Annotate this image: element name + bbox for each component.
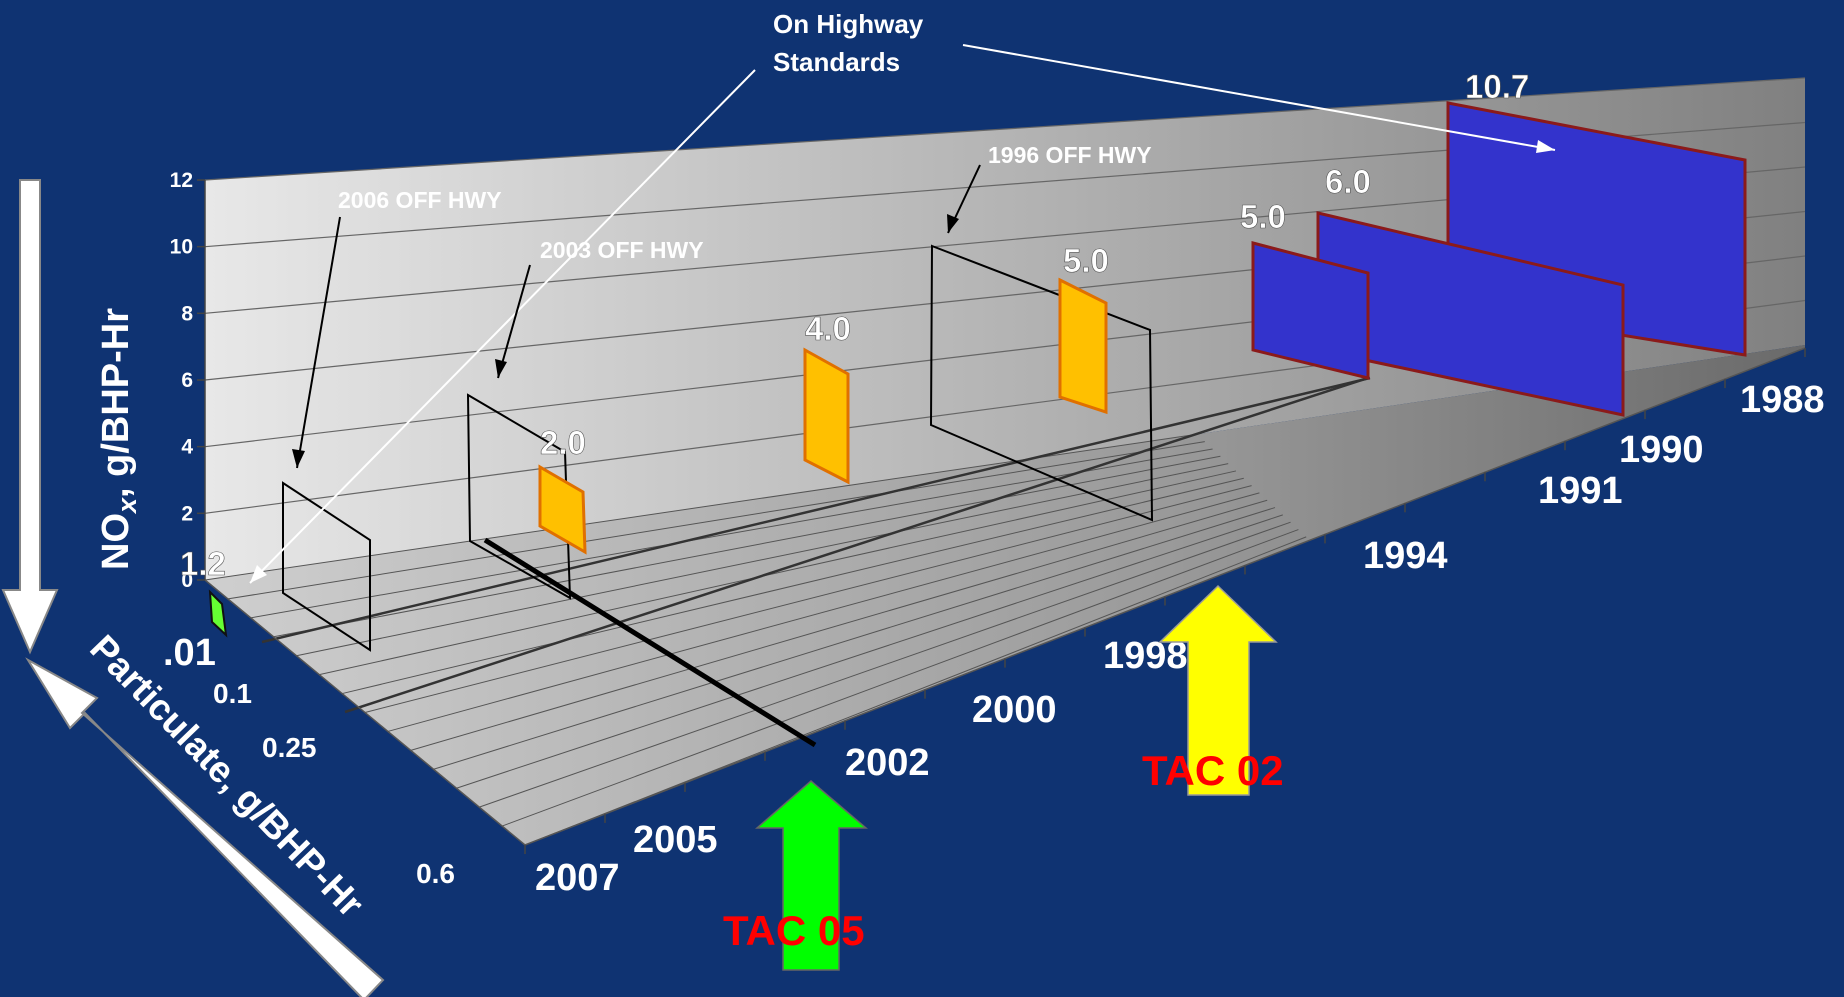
y-tick-label: 6 [181, 369, 193, 392]
floor-row-line [261, 376, 1371, 644]
tac02-arrow [1158, 584, 1278, 796]
off-2006-arrow [296, 216, 341, 469]
floor-depth-line [456, 514, 1283, 789]
off-1996-label: 1996 OFF HWY [988, 142, 1152, 168]
y-tick-label: 0 [181, 569, 193, 592]
year-label-2007: 2007 [535, 857, 620, 899]
floor-depth-line [364, 485, 1252, 713]
value-label-5.0: 5.0 [1063, 242, 1109, 279]
year-label-1994: 1994 [1363, 535, 1448, 577]
off-2006-label: 2006 OFF HWY [338, 187, 502, 213]
floor-depth-line [319, 470, 1237, 676]
y-axis-ticks: 0 2 4 6 8 10 12 [170, 169, 205, 592]
on-highway-label-line1: On Highway [773, 9, 924, 39]
particulate-label-0.1: 0.1 [213, 678, 252, 709]
y-tick-label: 8 [181, 302, 193, 325]
off-1996-arrowhead [947, 214, 959, 233]
off-2006-arrowhead [292, 449, 305, 468]
bar-2000-4.0 [803, 347, 850, 485]
floor-depth-line [479, 521, 1291, 808]
gridline-12 [204, 77, 1806, 181]
y-tick-label: 10 [170, 236, 193, 259]
floor-depth-line [433, 507, 1276, 770]
particulate-label-.01: .01 [163, 632, 216, 674]
floor-depth-line [342, 477, 1244, 695]
floor-depth-line [387, 492, 1260, 732]
annotation-arrows [249, 44, 1556, 584]
year-label-2005: 2005 [633, 819, 718, 861]
off-2003-label: 2003 OFF HWY [540, 237, 704, 263]
y-tick-label: 12 [170, 169, 193, 192]
on-highway-label-line2: Standards [773, 47, 900, 77]
chart-floor [205, 345, 1805, 845]
value-label-1.2: 1.2 [180, 545, 226, 582]
floor-ticks [524, 348, 1806, 854]
floor-row-line [344, 376, 1369, 714]
bar-1998-5.0 [1058, 277, 1108, 415]
year-label-2002: 2002 [845, 742, 930, 784]
year-label-1990: 1990 [1619, 429, 1704, 471]
value-label-4.0: 4.0 [805, 310, 851, 347]
y-axis-title: NOx, g/BHP-Hr [95, 308, 142, 570]
off-hwy-2006-frame [282, 481, 371, 652]
particulate-axis-labels: .01 0.1 0.25 0.6 [163, 632, 455, 889]
standards-arrowhead [250, 565, 267, 583]
tac05-label: TAC 05 [723, 907, 865, 954]
y-tick-label: 4 [181, 436, 193, 459]
year-label-1991: 1991 [1538, 470, 1623, 512]
bar-2007-1.2 [208, 589, 228, 638]
particulate-label-0.6: 0.6 [416, 858, 455, 889]
floor-depth-line [227, 441, 1205, 600]
value-label-2.0: 2.0 [540, 424, 586, 461]
floor-depth-line [410, 499, 1268, 751]
nox-direction-arrow [1, 179, 59, 655]
y-tick-label: 2 [181, 502, 193, 525]
off-2003-arrowhead [495, 359, 507, 378]
on-highway-arrow [962, 44, 1556, 151]
year-label-1988: 1988 [1740, 379, 1825, 421]
particulate-label-0.25: 0.25 [262, 732, 317, 763]
tac05-floor-line [483, 537, 817, 748]
particulate-direction-arrow [25, 657, 385, 997]
value-label-5.0-onhwy: 5.0 [1240, 198, 1286, 235]
off-2003-arrow [497, 264, 531, 379]
floor-depth-line [273, 455, 1221, 638]
year-label-2000: 2000 [972, 689, 1057, 731]
value-label-10.7: 10.7 [1465, 68, 1529, 105]
tac05-arrow [754, 780, 869, 971]
floor-depth-line [501, 529, 1299, 827]
bar-1991-5.0 [1251, 241, 1370, 380]
bar-2002-2.0 [538, 464, 587, 555]
tac02-label: TAC 02 [1142, 747, 1284, 794]
floor-depth-line [296, 463, 1229, 657]
value-label-6.0: 6.0 [1325, 163, 1371, 200]
off-hwy-2003-frame [466, 393, 572, 600]
on-highway-arrowhead [1536, 140, 1555, 153]
standards-arrow [249, 69, 756, 584]
